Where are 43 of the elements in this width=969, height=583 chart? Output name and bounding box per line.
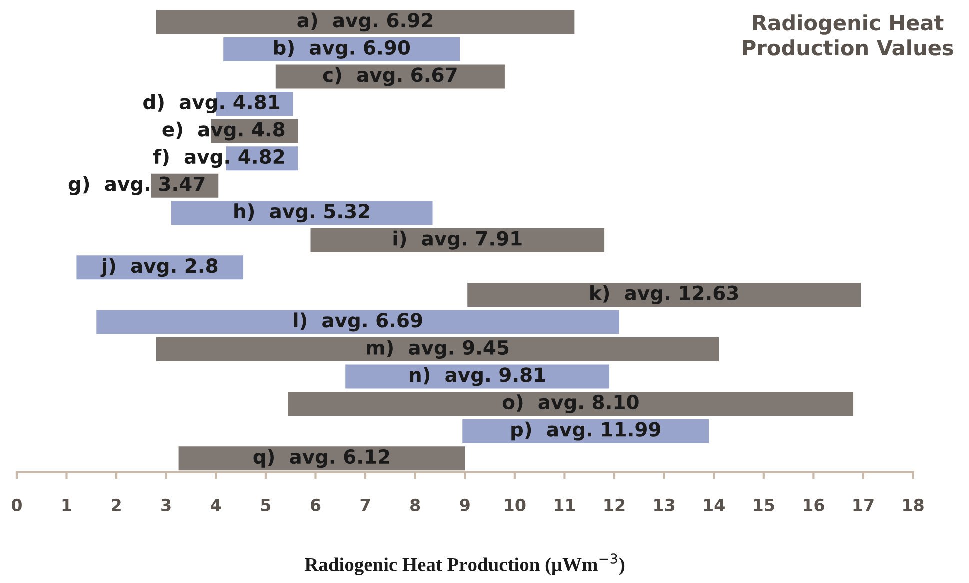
x-tick-label: 11 bbox=[554, 499, 576, 512]
annotation: j) avg. 2.8 bbox=[100, 258, 218, 278]
x-tick-label: 6 bbox=[310, 498, 321, 512]
x-tick-label: 1 bbox=[62, 499, 72, 512]
x-tick-label: 8 bbox=[410, 498, 420, 512]
x-tick-label: 14 bbox=[704, 499, 725, 512]
bar bbox=[310, 228, 605, 252]
x-tick-label: 4 bbox=[211, 499, 222, 512]
annotation: g) avg. 3.47 bbox=[68, 176, 205, 196]
x-tick-label: 0 bbox=[12, 498, 22, 512]
bar bbox=[156, 337, 720, 362]
annotation: n) avg. 9.81 bbox=[410, 367, 546, 386]
annotation: c) avg. 6.67 bbox=[323, 67, 457, 86]
x-tick-label: 3 bbox=[162, 498, 171, 512]
x-tick-label: 16 bbox=[804, 498, 824, 512]
annotation: k) avg. 12.63 bbox=[590, 285, 738, 304]
x-tick-label: 18 bbox=[904, 498, 924, 512]
x-tick-label: 10 bbox=[505, 498, 526, 512]
annotation: b) avg. 6.90 bbox=[274, 40, 410, 59]
annotation: p) avg. 11.99 bbox=[512, 422, 660, 441]
annotation: l) avg. 6.69 bbox=[294, 312, 422, 332]
x-tick-label: 2 bbox=[112, 498, 121, 512]
bar bbox=[468, 282, 861, 307]
bar bbox=[156, 10, 575, 34]
x-tick-label: 15 bbox=[754, 499, 774, 512]
x-tick-label: 13 bbox=[654, 498, 675, 512]
bar bbox=[288, 392, 854, 416]
text: Radiogenic Heat Production Values bbox=[743, 14, 954, 56]
annotation: m) avg. 9.45 bbox=[367, 340, 509, 359]
x-axis-title: Radiogenic Heat Production (μWm$^{−3}$) bbox=[305, 554, 625, 576]
bar bbox=[96, 310, 620, 334]
annotation: i) avg. 7.91 bbox=[394, 230, 522, 250]
annotation: q) avg. 6.12 bbox=[254, 449, 390, 468]
x-tick-label: 7 bbox=[360, 499, 370, 512]
x-tick-label: 17 bbox=[854, 499, 874, 512]
annotation: o) avg. 8.10 bbox=[502, 394, 639, 414]
annotation: f) avg. 4.82 bbox=[154, 149, 284, 168]
x-tick-label: 9 bbox=[460, 498, 470, 512]
annotation: h) avg. 5.32 bbox=[234, 204, 370, 223]
x-tick-label: 5 bbox=[261, 499, 271, 512]
x-tick-label: 12 bbox=[604, 498, 625, 512]
annotation: d) avg. 4.81 bbox=[144, 94, 280, 114]
annotation: a) avg. 6.92 bbox=[298, 12, 433, 32]
